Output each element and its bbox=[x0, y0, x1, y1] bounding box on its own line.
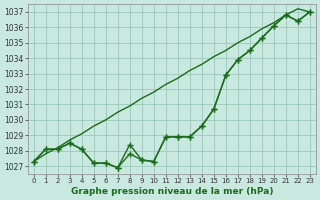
X-axis label: Graphe pression niveau de la mer (hPa): Graphe pression niveau de la mer (hPa) bbox=[70, 187, 273, 196]
